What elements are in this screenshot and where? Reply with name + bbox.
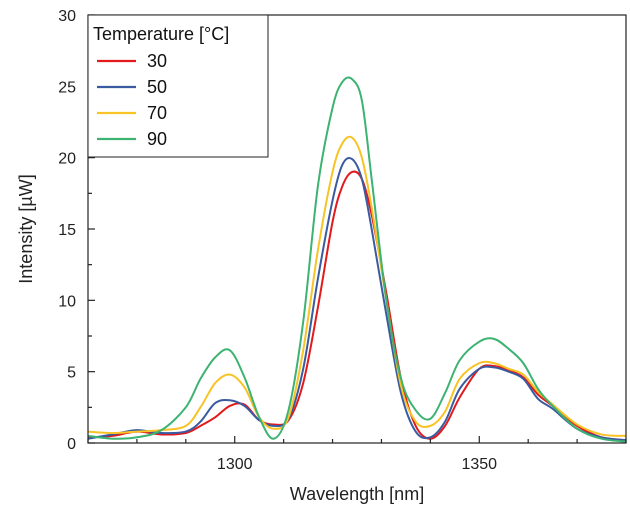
series-lines [88,76,626,443]
legend-items: 30 50 70 90 [97,51,167,149]
y-tick-label: 5 [67,365,76,382]
legend-label-70: 70 [147,103,167,123]
x-tick-label: 1350 [461,456,497,473]
y-tick-label: 0 [67,436,76,453]
legend-label-30: 30 [147,51,167,71]
legend: Temperature [°C] 30 50 70 90 [87,14,269,158]
series-line-70 [88,135,626,437]
series-line-50 [88,157,626,442]
legend-label-50: 50 [147,77,167,97]
y-tick-label: 25 [58,79,76,96]
y-tick-label: 30 [58,8,76,25]
legend-title: Temperature [°C] [93,24,229,44]
x-axis-title: Wavelength [nm] [290,484,424,504]
legend-label-90: 90 [147,129,167,149]
axis-ticks: 0 5 10 15 20 25 30 1300 1350 [58,8,627,473]
y-axis-title: Intensity [µW] [16,174,36,283]
y-tick-label: 10 [58,293,76,310]
y-tick-label: 20 [58,151,76,168]
x-tick-label: 1300 [217,456,253,473]
series-line-90 [88,76,626,443]
plot-area: 0 5 10 15 20 25 30 1300 1350 [58,8,627,473]
y-tick-label: 15 [58,222,76,239]
series-line-30 [88,170,626,442]
